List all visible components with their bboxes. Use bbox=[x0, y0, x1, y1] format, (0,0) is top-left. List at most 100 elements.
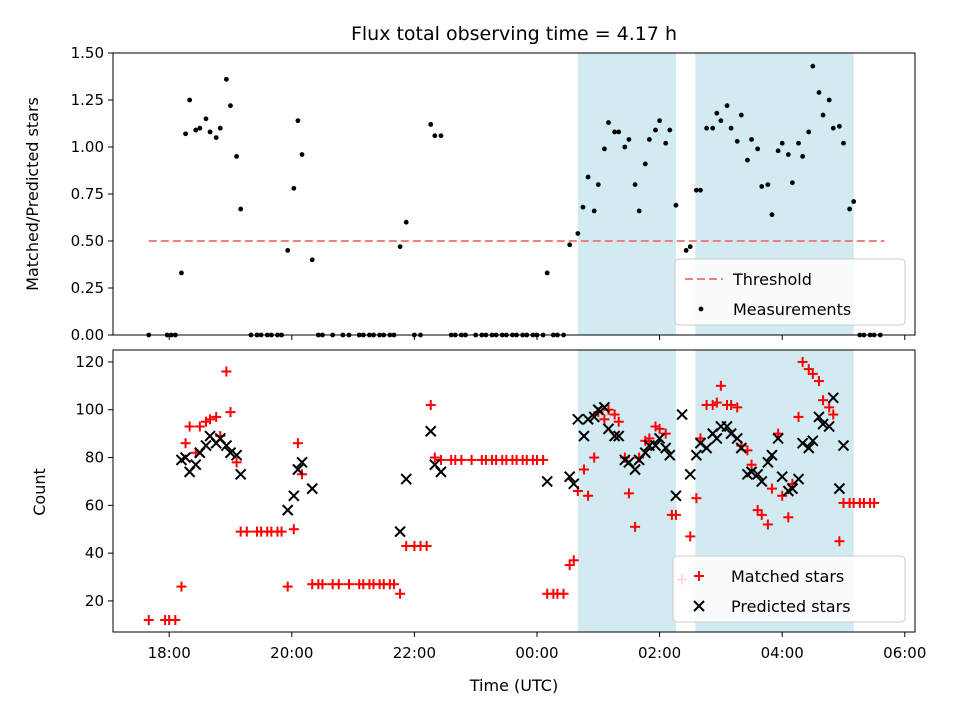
matched-star-point bbox=[691, 493, 702, 504]
predicted-star-point bbox=[670, 490, 682, 502]
matched-star-point bbox=[282, 581, 293, 592]
measurement-point bbox=[755, 146, 761, 152]
measurement-point bbox=[580, 204, 586, 210]
measurement-point bbox=[738, 112, 744, 118]
predicted-star-point bbox=[813, 411, 825, 423]
predicted-star-point bbox=[823, 420, 835, 433]
predicted-star-point bbox=[807, 435, 819, 447]
measurement-point bbox=[309, 257, 315, 263]
measurement-point bbox=[295, 118, 301, 124]
measurement-point bbox=[428, 122, 434, 127]
legend-matched-swatch bbox=[694, 571, 704, 581]
predicted-star-point bbox=[588, 411, 600, 423]
measurement-point bbox=[626, 137, 632, 142]
matched-star-point bbox=[834, 536, 845, 547]
measurement-point bbox=[299, 152, 305, 157]
measurement-point bbox=[591, 208, 597, 214]
y-tick-label: 1.50 bbox=[71, 44, 104, 62]
predicted-star-point bbox=[608, 430, 621, 442]
predicted-star-point bbox=[803, 442, 815, 454]
predicted-star-point bbox=[833, 482, 846, 495]
observing-window bbox=[577, 350, 676, 632]
measurement-point bbox=[285, 248, 291, 253]
predicted-star-point bbox=[541, 475, 553, 488]
measurement-point bbox=[775, 148, 781, 154]
predicted-star-point bbox=[721, 420, 733, 433]
measurement-point bbox=[724, 103, 730, 109]
measurement-point bbox=[636, 208, 642, 214]
measurement-point bbox=[749, 137, 754, 142]
matched-star-point bbox=[766, 483, 777, 494]
measurement-point bbox=[224, 76, 229, 82]
predicted-star-point bbox=[827, 392, 839, 404]
predicted-star-point bbox=[563, 470, 576, 483]
chart-title: Flux total observing time = 4.17 h bbox=[351, 23, 677, 45]
measurement-point bbox=[687, 244, 693, 250]
predicted-star-point bbox=[230, 449, 243, 461]
predicted-star-point bbox=[772, 432, 784, 445]
measurement-point bbox=[183, 131, 188, 137]
matched-star-point bbox=[793, 411, 804, 422]
predicted-star-point bbox=[306, 482, 318, 495]
matched-star-point bbox=[828, 409, 839, 420]
matched-star-point bbox=[783, 512, 794, 523]
matched-star-point bbox=[205, 414, 216, 425]
matched-star-point bbox=[654, 423, 665, 434]
x-tick-label: 04:00 bbox=[761, 644, 804, 662]
measurement-point bbox=[704, 125, 709, 131]
matched-star-point bbox=[773, 428, 784, 439]
measurement-point bbox=[683, 248, 689, 253]
predicted-star-point bbox=[684, 468, 696, 480]
measurement-point bbox=[765, 182, 771, 188]
measurement-point bbox=[816, 90, 822, 95]
measurement-point bbox=[718, 118, 724, 124]
x-axis-label: Time (UTC) bbox=[469, 676, 558, 695]
predicted-star-point bbox=[288, 490, 300, 502]
matched-star-point bbox=[609, 409, 620, 420]
matched-star-point bbox=[603, 404, 614, 415]
measurement-point bbox=[606, 120, 611, 125]
legend-label: Matched stars bbox=[731, 567, 844, 586]
measurement-point bbox=[595, 182, 601, 188]
predicted-star-point bbox=[766, 449, 778, 461]
matched-star-point bbox=[211, 411, 222, 422]
measurement-point bbox=[234, 154, 240, 159]
measurement-point bbox=[820, 112, 826, 118]
predicted-star-point bbox=[762, 456, 774, 469]
matched-star-point bbox=[276, 526, 287, 537]
measurement-point bbox=[602, 146, 607, 152]
matched-star-point bbox=[421, 540, 432, 551]
predicted-star-point bbox=[629, 463, 641, 476]
y-tick-label: 0.25 bbox=[71, 279, 104, 297]
predicted-star-point bbox=[220, 439, 233, 452]
y-tick-label: 0.50 bbox=[71, 232, 104, 250]
measurement-point bbox=[616, 129, 622, 135]
legend-measurement-swatch bbox=[698, 306, 704, 312]
matched-star-point bbox=[756, 509, 767, 520]
matched-star-point bbox=[425, 399, 436, 410]
legend-label: Threshold bbox=[732, 270, 812, 289]
matched-star-point bbox=[241, 526, 252, 537]
predicted-star-point bbox=[592, 404, 604, 416]
measurement-point bbox=[847, 206, 853, 212]
measurement-point bbox=[228, 103, 233, 109]
measurement-point bbox=[785, 152, 791, 157]
measurement-point bbox=[830, 125, 836, 131]
predicted-star-point bbox=[751, 468, 764, 480]
y-tick-label: 40 bbox=[85, 544, 104, 562]
measurement-point bbox=[790, 180, 795, 186]
predicted-star-point bbox=[731, 432, 743, 445]
predicted-star-point bbox=[179, 451, 192, 464]
matched-star-point bbox=[176, 581, 187, 592]
matched-star-point bbox=[746, 459, 757, 470]
y-tick-label: 60 bbox=[85, 496, 104, 514]
measurement-point bbox=[238, 206, 244, 212]
predicted-star-point bbox=[776, 470, 788, 483]
y-tick-label: 1.00 bbox=[71, 138, 104, 156]
predicted-star-point bbox=[837, 439, 850, 452]
measurement-point bbox=[207, 129, 213, 135]
matched-star-point bbox=[538, 454, 549, 465]
measurement-point bbox=[203, 116, 209, 122]
y-tick-label: 20 bbox=[85, 592, 104, 610]
matched-star-point bbox=[715, 380, 726, 391]
